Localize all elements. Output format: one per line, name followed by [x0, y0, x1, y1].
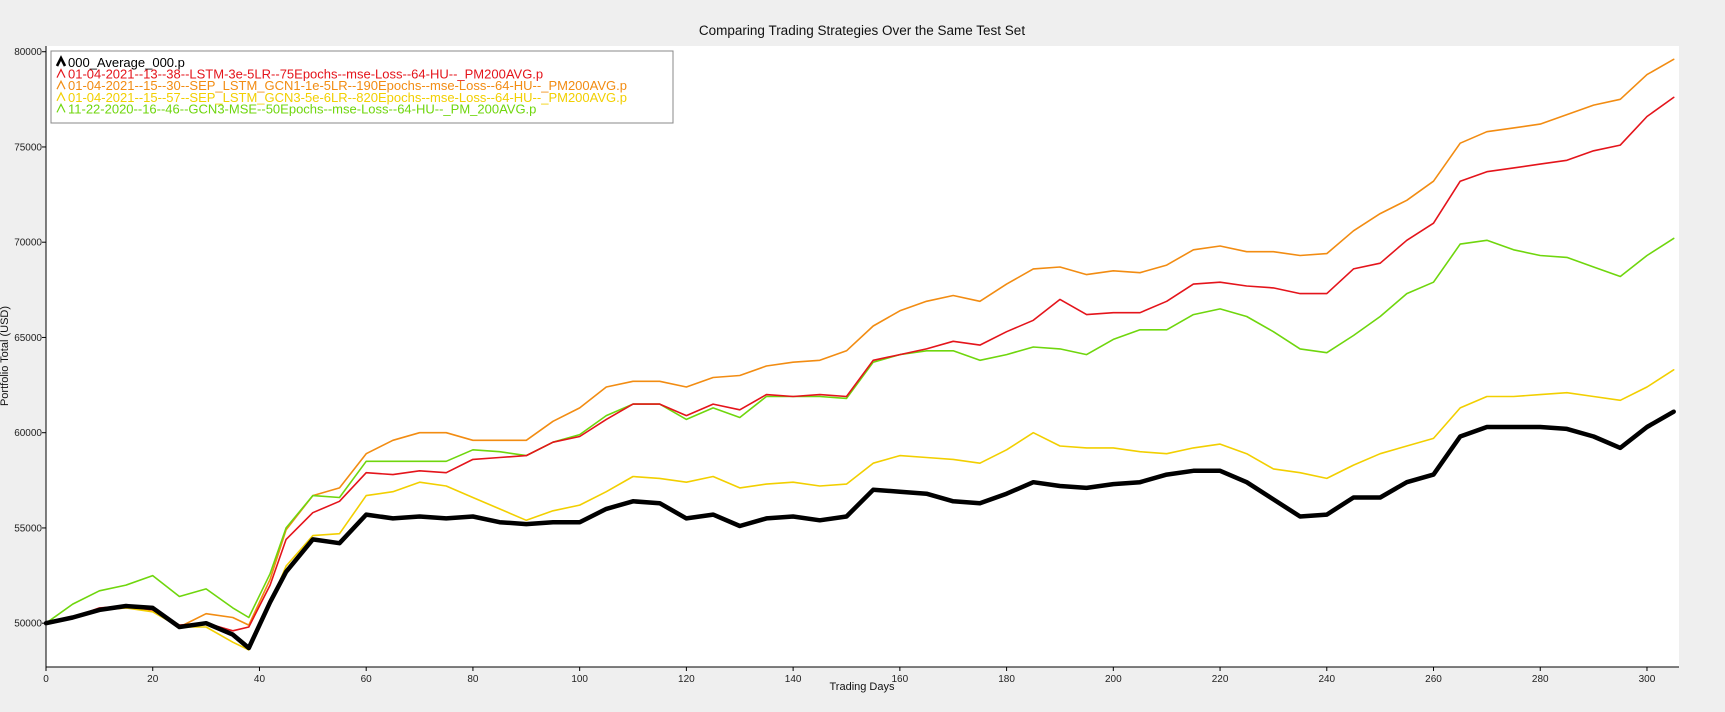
x-tick-label: 300: [1639, 674, 1656, 685]
x-tick-label: 180: [998, 674, 1015, 685]
legend-marker: [56, 79, 66, 90]
x-tick-label: 20: [147, 674, 159, 685]
y-tick-label: 55000: [14, 523, 42, 534]
legend-label: 01-04-2021--13--38--LSTM-3e-5LR--75Epoch…: [68, 67, 543, 82]
x-tick-label: 0: [43, 674, 49, 685]
series-line-3: [45, 369, 1675, 651]
x-ticks: 0 20 40 60 80 100 120 140 160 180 200 220 240 260 280 3…: [43, 667, 1656, 685]
legend-box: [50, 50, 674, 124]
x-tick-label: 160: [892, 674, 909, 685]
y-tick-label: 80000: [14, 47, 42, 58]
legend-marker: [56, 103, 66, 113]
y-ticks: 50000 55000 60000 65000 70000 75000 80000: [14, 47, 46, 630]
chart-title: Comparing Trading Strategies Over the Sa…: [699, 23, 1025, 38]
legend-label: 11-22-2020--16--46--GCN3-MSE--50Epochs--…: [68, 101, 536, 116]
x-tick-label: 280: [1532, 674, 1549, 685]
y-tick-label: 65000: [14, 333, 42, 344]
x-tick-label: 200: [1105, 674, 1122, 685]
legend-marker: [56, 91, 66, 102]
x-tick-label: 140: [785, 674, 802, 685]
y-axis-title: Portfolio Total (USD): [0, 306, 11, 406]
x-axis-title: Trading Days: [829, 681, 895, 693]
legend-label: 01-04-2021--15--57--SEP_LSTM_GCN3-5e-6LR…: [68, 90, 627, 105]
x-tick-label: 80: [467, 674, 479, 685]
y-tick-label: 75000: [14, 142, 42, 153]
x-tick-label: 60: [361, 674, 373, 685]
y-tick-label: 50000: [14, 619, 42, 630]
y-tick-label: 60000: [14, 428, 42, 439]
y-tick-label: 70000: [14, 238, 42, 249]
axes: [45, 46, 1679, 668]
series-line-2: [45, 58, 1675, 628]
x-tick-label: 120: [678, 674, 695, 685]
x-tick-label: 240: [1318, 674, 1335, 685]
x-tick-label: 100: [571, 674, 588, 685]
series-line-0: [43, 409, 1676, 651]
series-line-4: [45, 237, 1675, 624]
x-tick-label: 220: [1212, 674, 1229, 685]
series-layer: [43, 58, 1676, 651]
x-tick-label: 40: [254, 674, 266, 685]
legend-label: 000_Average_000.p: [68, 55, 185, 70]
legend-marker: [56, 68, 66, 78]
legend-label: 01-04-2021--15--30--SEP_LSTM_GCN1-1e-5LR…: [68, 78, 627, 93]
series-line-1: [45, 96, 1675, 632]
plot-area: [46, 46, 1679, 667]
legend-marker: [55, 55, 67, 67]
legend: 000_Average_000.p01-04-2021--13--38--LST…: [50, 50, 674, 124]
x-tick-label: 260: [1425, 674, 1442, 685]
